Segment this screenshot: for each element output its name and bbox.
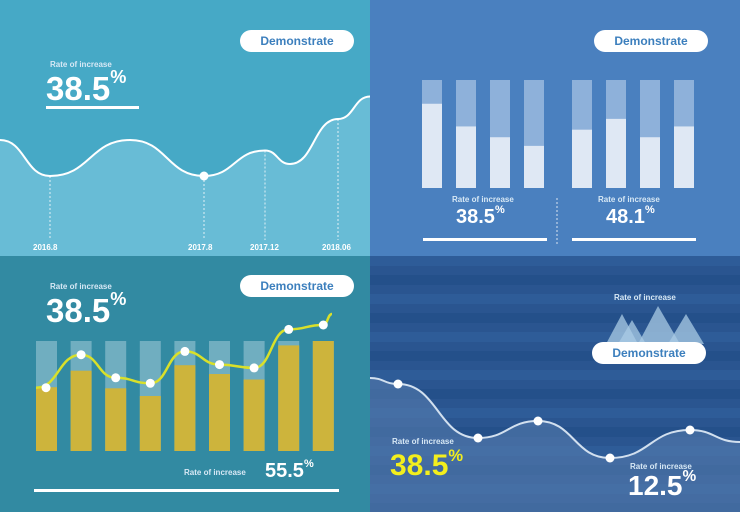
bottom-rate-value: 55.5%	[265, 458, 314, 482]
bar-value	[606, 118, 626, 188]
trend-point	[249, 363, 259, 373]
top-rate-label: Rate of increase	[614, 293, 676, 302]
x-tick-label: 2017.8	[188, 243, 213, 252]
bar-value	[209, 374, 230, 451]
trend-point	[76, 350, 86, 360]
rate-label-right: Rate of increase	[598, 195, 660, 204]
stripe	[370, 370, 740, 380]
bar-value	[490, 137, 510, 188]
bar-value	[572, 129, 592, 188]
x-tick-label: 2018.06	[322, 243, 351, 252]
trend-point	[215, 360, 224, 370]
x-tick-label: 2017.12	[250, 243, 279, 252]
left-rate-label: Rate of increase	[392, 437, 454, 446]
line-point	[533, 416, 543, 426]
trend-line	[35, 312, 333, 389]
demonstrate-button[interactable]: Demonstrate	[240, 30, 354, 52]
rate-label: Rate of increase	[50, 282, 112, 291]
stripe	[370, 313, 740, 323]
rate-value-left: 38.5%	[456, 204, 505, 228]
bar-value	[674, 126, 694, 188]
demonstrate-button[interactable]: Demonstrate	[594, 30, 708, 52]
bar-value	[139, 396, 161, 451]
bar-line-chart	[35, 312, 334, 451]
line-point	[605, 453, 615, 463]
trend-point	[111, 373, 121, 383]
rate-label: Rate of increase	[50, 60, 112, 69]
bar-value	[243, 379, 265, 451]
value-underline	[46, 106, 139, 109]
panel-bar-groups: Demonstrate Rate of increase 38.5% Rate …	[370, 0, 740, 256]
highlight-point	[199, 171, 209, 181]
right-rate-value: 12.5%	[628, 467, 697, 501]
bar-value	[524, 145, 544, 188]
bar-value	[105, 388, 127, 451]
area-chart-1	[0, 95, 370, 256]
area-line	[0, 95, 370, 178]
trend-point	[41, 383, 51, 393]
trend-point	[145, 378, 155, 388]
bar-value	[278, 345, 300, 451]
demonstrate-button[interactable]: Demonstrate	[240, 275, 354, 297]
panel-line-chart: Rate of increase Demonstrate Rate of inc…	[370, 256, 740, 512]
bar-value	[36, 387, 57, 451]
rate-value: 38.5%	[46, 67, 127, 107]
bar-value	[174, 365, 196, 451]
bottom-rate-label: Rate of increase	[184, 468, 246, 477]
value-underline-left	[423, 238, 547, 241]
panel-area-chart: Demonstrate Rate of increase 38.5% 2016.…	[0, 0, 370, 256]
area-fill	[0, 96, 370, 256]
right-rate-label: Rate of increase	[630, 462, 692, 471]
panel-bar-line-combo: Demonstrate Rate of increase 38.5% Rate …	[0, 256, 370, 512]
rate-value: 38.5%	[46, 289, 127, 329]
value-underline	[34, 489, 339, 492]
trend-point	[180, 346, 190, 356]
mountain-shape	[668, 314, 704, 344]
line-point	[473, 433, 483, 443]
stripe	[370, 408, 740, 418]
bar-value	[422, 103, 442, 188]
line-point	[393, 379, 403, 389]
line-chart-4	[370, 256, 740, 512]
stripe	[370, 275, 740, 285]
bar-value	[640, 137, 660, 188]
rate-value-right: 48.1%	[606, 204, 655, 228]
left-rate-value: 38.5%	[390, 446, 464, 482]
trend-point	[318, 320, 328, 330]
value-underline-right	[572, 238, 696, 241]
stripe	[370, 351, 740, 361]
trend-point	[284, 324, 294, 334]
stripe	[370, 332, 740, 342]
x-tick-label: 2016.8	[33, 243, 58, 252]
bar-value	[70, 370, 92, 451]
mountain-shape	[618, 320, 646, 344]
stripe	[370, 256, 740, 266]
stripe	[370, 294, 740, 304]
bar-value	[312, 341, 334, 451]
line-point	[685, 425, 695, 435]
bar-value	[456, 126, 476, 188]
area-fill	[370, 378, 740, 512]
stripe	[370, 389, 740, 399]
rate-label-left: Rate of increase	[452, 195, 514, 204]
demonstrate-button[interactable]: Demonstrate	[592, 342, 706, 364]
bar-chart-groups	[422, 80, 694, 245]
mountain-shape	[638, 306, 680, 344]
